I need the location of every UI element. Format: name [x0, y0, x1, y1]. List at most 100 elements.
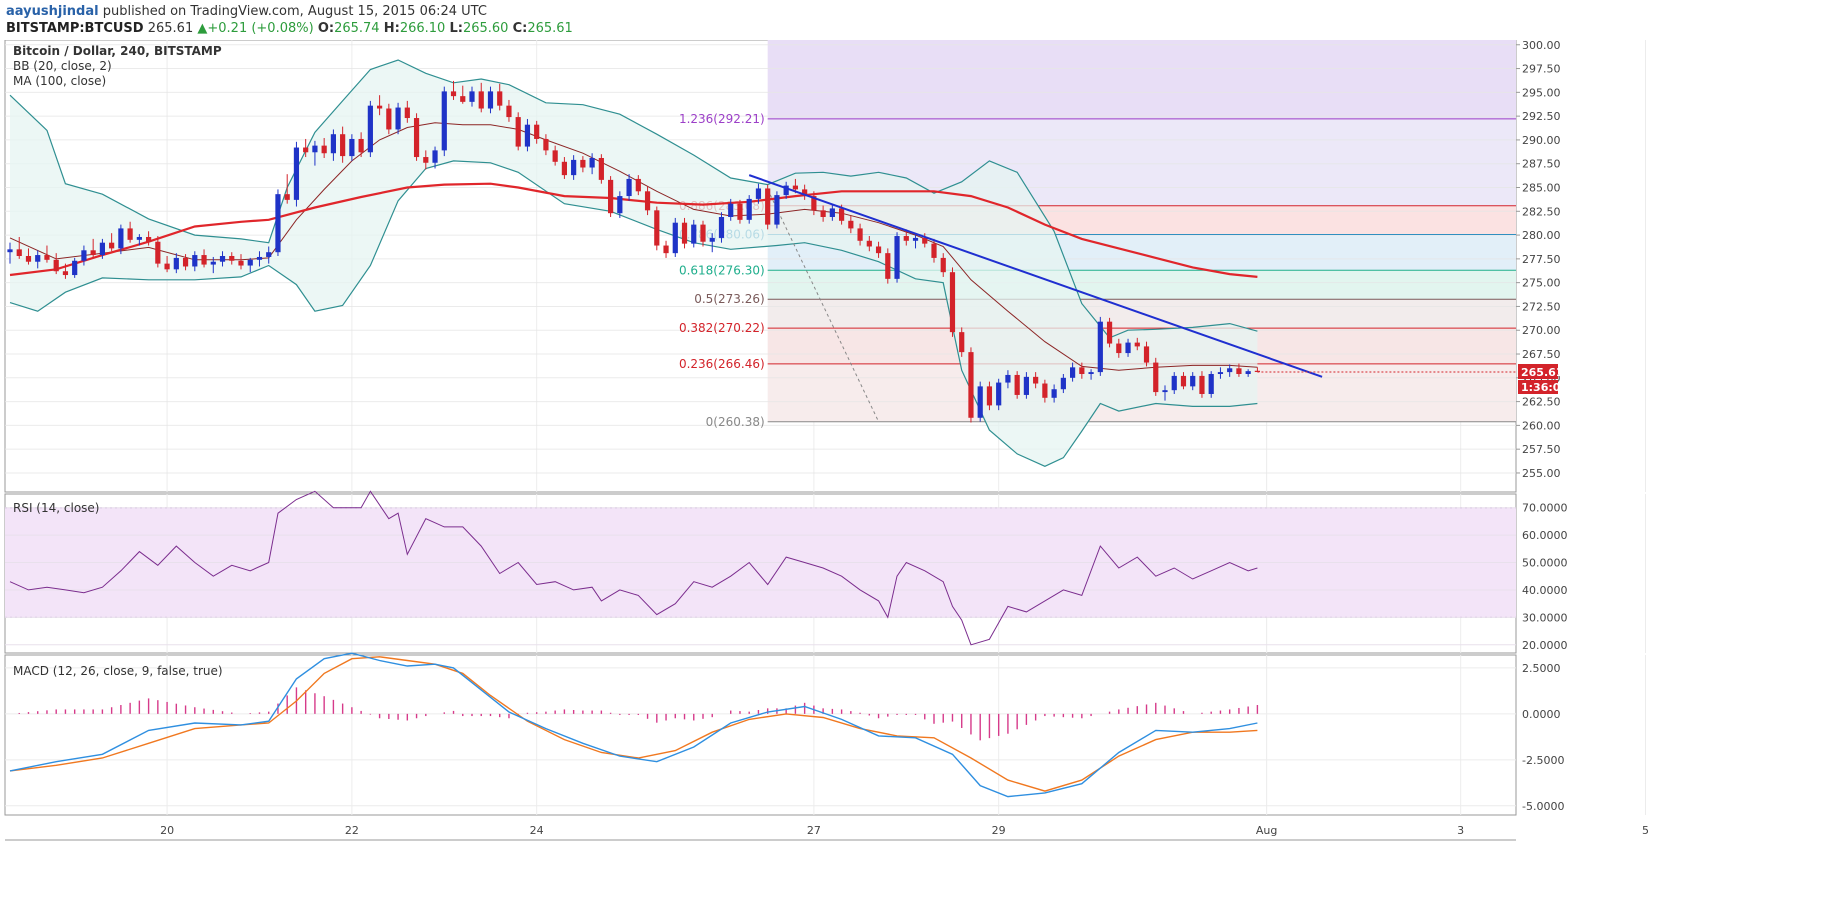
- price-tick-label: 300.00: [1522, 40, 1561, 52]
- macd-line: [9, 652, 1258, 798]
- candle-body: [238, 260, 244, 266]
- price-tick-label: 275.00: [1522, 277, 1561, 290]
- candle-body: [256, 256, 263, 260]
- rsi-line: [9, 490, 1258, 646]
- candle-body: [1208, 374, 1214, 394]
- x-tick-label: 24: [530, 824, 544, 837]
- candle-body: [848, 220, 854, 229]
- candle-body: [340, 134, 346, 157]
- candle-body: [940, 257, 946, 273]
- candle-body: [681, 222, 688, 244]
- candle-body: [672, 222, 678, 254]
- price-tick-label: 262.50: [1522, 396, 1561, 409]
- bollinger-fill: [10, 60, 1258, 467]
- candle-body: [626, 178, 632, 197]
- candle-body: [811, 196, 817, 211]
- candle-body: [53, 259, 59, 272]
- candle-body: [1033, 376, 1039, 384]
- price-change: +0.21 (+0.08%): [207, 21, 314, 36]
- x-tick-label: 27: [807, 824, 821, 837]
- candle-body: [931, 243, 937, 258]
- price-tick-label: 280.00: [1522, 229, 1561, 242]
- candle-body: [515, 117, 521, 147]
- candle-body: [164, 263, 170, 270]
- rsi-tick-label: 30.0000: [1522, 611, 1568, 624]
- candle-body: [737, 203, 743, 220]
- candle-body: [192, 255, 198, 267]
- macd-pane[interactable]: 2.5000 0.0000 -2.5000 -5.0000: [4, 652, 1824, 816]
- open-label: O:: [317, 21, 335, 36]
- candle-body: [774, 195, 780, 225]
- candle-body: [1254, 370, 1260, 373]
- close-value: 265.61: [527, 21, 573, 36]
- rsi-pane[interactable]: 70.0000 60.0000 50.0000 40.0000 30.0000 20.00…: [4, 490, 1824, 654]
- candle-body: [986, 386, 993, 406]
- publish-text: published on TradingView.com, August 15,…: [102, 4, 487, 19]
- candle-body: [1097, 321, 1103, 373]
- rsi-tick-label: 40.0000: [1522, 584, 1568, 597]
- candle-body: [1005, 374, 1011, 383]
- candle-body: [700, 224, 706, 242]
- candle-body: [1153, 362, 1159, 393]
- candle-body: [395, 107, 401, 130]
- candle-body: [977, 386, 983, 418]
- publication-header: aayushjindal published on TradingView.co…: [0, 0, 1824, 40]
- price-pane[interactable]: 300.00 297.50 295.00 292.50 290.00 287.50 285.…: [4, 40, 1824, 493]
- candle-body: [487, 91, 494, 109]
- rsi-tick-label: 70.0000: [1522, 502, 1568, 515]
- candle-body: [284, 194, 290, 200]
- publish-info: aayushjindal published on TradingView.co…: [6, 4, 487, 19]
- author-link[interactable]: aayushjindal: [6, 4, 99, 19]
- fib-zone: [767, 40, 1516, 119]
- candle-body: [802, 189, 808, 197]
- candle-body: [247, 259, 253, 266]
- time-axis[interactable]: 2022242729Aug35710121417192124: [5, 824, 1824, 841]
- candle-body: [552, 150, 558, 162]
- candle-body: [210, 261, 216, 265]
- candle-body: [441, 91, 447, 151]
- candle-body: [959, 332, 965, 353]
- candle-body: [1070, 367, 1076, 378]
- price-tick-label: 277.50: [1522, 253, 1561, 266]
- candle-body: [413, 118, 420, 158]
- price-tick-label: 267.50: [1522, 348, 1561, 361]
- last-price-tag: [1518, 364, 1558, 380]
- candle-body: [654, 210, 660, 246]
- rsi-tick-label: 20.0000: [1522, 639, 1568, 652]
- candle-body: [561, 161, 567, 176]
- high-label: H:: [383, 21, 400, 36]
- bb-indicator-label: BB (20, close, 2): [13, 59, 112, 73]
- candle-body: [229, 256, 235, 261]
- candle-body: [506, 105, 512, 118]
- trading-chart[interactable]: 300.00 297.50 295.00 292.50 290.00 287.50 285.…: [0, 40, 1824, 907]
- candle-body: [303, 147, 309, 153]
- low-value: 265.60: [462, 21, 509, 36]
- macd-signal-line: [9, 656, 1258, 792]
- candle-body: [1042, 383, 1048, 398]
- candle-body: [450, 91, 457, 97]
- candle-body: [1217, 372, 1224, 375]
- candle-body: [201, 255, 207, 265]
- x-tick-label: 20: [160, 824, 174, 837]
- candle-body: [1088, 372, 1094, 375]
- candle-body: [1106, 321, 1113, 344]
- symbol-summary: BITSTAMP:BTCUSD 265.61 ▲+0.21 (+0.08%) O…: [6, 21, 573, 36]
- candle-body: [127, 228, 133, 240]
- candle-body: [219, 256, 226, 262]
- candle-body: [146, 236, 152, 242]
- symbol-name: BITSTAMP:BTCUSD: [6, 21, 144, 36]
- candle-body: [7, 249, 13, 253]
- candle-body: [1060, 377, 1066, 390]
- candle-body: [1236, 368, 1242, 375]
- candle-body: [709, 237, 715, 242]
- candle-body: [497, 91, 503, 106]
- fib-zone: [767, 270, 1516, 300]
- candle-body: [912, 237, 919, 241]
- candle-body: [155, 241, 161, 264]
- fib-projection-line: [767, 189, 880, 422]
- x-tick-label: Aug: [1256, 824, 1277, 837]
- price-tick-label: 297.50: [1522, 63, 1561, 76]
- fib-level-label: 0.236(266.46): [679, 357, 765, 371]
- candle-body: [543, 138, 549, 151]
- countdown-label: 1:36:07: [1521, 381, 1568, 394]
